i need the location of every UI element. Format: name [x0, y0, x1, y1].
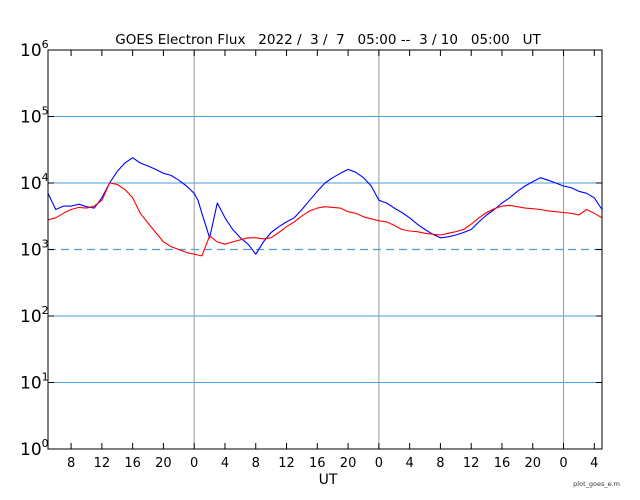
y-tick-base: 10 [20, 241, 42, 261]
series-line-1 [47, 182, 603, 257]
x-tick-label: 20 [155, 456, 172, 471]
y-tick-exponent: 2 [42, 304, 49, 317]
chart-title: GOES Electron Flux 2022 / 3 / 7 05:00 --… [115, 32, 541, 48]
y-tick-base: 10 [20, 440, 42, 460]
x-tick-label: 20 [340, 456, 357, 471]
y-tick-exponent: 1 [42, 371, 49, 384]
y-tick-exponent: 6 [42, 38, 49, 51]
x-tick-label: 4 [590, 456, 598, 471]
y-tick-label: 105 [20, 105, 49, 128]
y-tick-label: 104 [20, 171, 49, 194]
x-tick-label: 16 [124, 456, 141, 471]
x-tick-label: 20 [524, 456, 541, 471]
x-tick-label: 16 [309, 456, 326, 471]
x-tick-label: 0 [190, 456, 198, 471]
y-tick-label: 106 [20, 38, 49, 61]
day-boundary-lines [193, 50, 565, 449]
x-tick-label: 16 [494, 456, 511, 471]
y-tick-base: 10 [20, 41, 42, 61]
y-tick-base: 10 [20, 108, 42, 128]
x-tick-label: 12 [278, 456, 295, 471]
y-tick-base: 10 [20, 174, 42, 194]
x-axis-ticks: 8 12 16 20 0 4 8 12 16 20 0 4 8 12 16 20 0 4 [67, 50, 598, 471]
y-tick-exponent: 3 [42, 238, 49, 251]
y-tick-exponent: 0 [42, 437, 49, 450]
y-tick-label: 101 [20, 371, 49, 394]
x-tick-label: 8 [436, 456, 444, 471]
series-line-0 [47, 157, 603, 255]
x-tick-label: 8 [67, 456, 75, 471]
y-tick-base: 10 [20, 374, 42, 394]
plot-grid [48, 116, 602, 383]
footer-filename: plot_goes_e.m [573, 480, 620, 488]
x-axis-label: UT [319, 472, 338, 488]
x-tick-label: 0 [375, 456, 383, 471]
x-tick-label: 12 [94, 456, 111, 471]
y-tick-exponent: 5 [42, 105, 49, 118]
y-tick-exponent: 4 [42, 171, 49, 184]
x-tick-label: 12 [463, 456, 480, 471]
y-tick-label: 102 [20, 304, 49, 327]
y-tick-base: 10 [20, 307, 42, 327]
x-tick-label: 4 [405, 456, 413, 471]
x-tick-label: 4 [221, 456, 229, 471]
x-tick-label: 0 [559, 456, 567, 471]
y-tick-label: 103 [20, 238, 49, 261]
series-layer [47, 157, 603, 257]
y-tick-label: 100 [20, 437, 49, 460]
x-tick-label: 8 [252, 456, 260, 471]
